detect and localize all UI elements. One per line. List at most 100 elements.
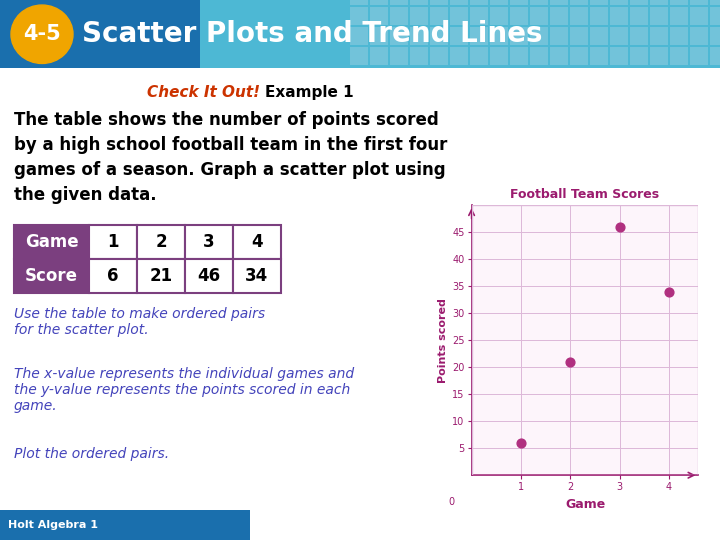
Bar — [710, 48, 720, 65]
Point — [613, 222, 625, 231]
Text: Use the table to make ordered pairs: Use the table to make ordered pairs — [14, 307, 265, 321]
Bar — [590, 0, 608, 5]
Text: 2: 2 — [156, 233, 167, 252]
Text: 6: 6 — [107, 267, 119, 286]
Bar — [450, 27, 468, 45]
Text: 0: 0 — [449, 497, 455, 507]
Bar — [510, 7, 528, 25]
Bar — [450, 0, 468, 5]
Bar — [650, 27, 668, 45]
Text: game.: game. — [14, 400, 58, 413]
Bar — [710, 0, 720, 5]
Ellipse shape — [11, 5, 73, 64]
Bar — [690, 48, 708, 65]
Bar — [550, 48, 568, 65]
Bar — [370, 0, 388, 5]
Bar — [650, 48, 668, 65]
Bar — [350, 7, 368, 25]
Bar — [450, 7, 468, 25]
Text: by a high school football team in the first four: by a high school football team in the fi… — [14, 137, 447, 154]
Bar — [550, 0, 568, 5]
Bar — [430, 7, 448, 25]
Bar — [570, 7, 588, 25]
Bar — [410, 7, 428, 25]
Text: The x-value represents the individual games and: The x-value represents the individual ga… — [14, 367, 354, 381]
Text: the y-value represents the points scored in each: the y-value represents the points scored… — [14, 383, 350, 397]
Bar — [670, 0, 688, 5]
Text: Check It Out!: Check It Out! — [147, 85, 260, 100]
Text: 3: 3 — [203, 233, 215, 252]
Bar — [450, 48, 468, 65]
Bar — [510, 0, 528, 5]
Bar — [410, 27, 428, 45]
Bar — [410, 0, 428, 5]
Bar — [390, 27, 408, 45]
Bar — [530, 48, 548, 65]
Bar — [670, 7, 688, 25]
Bar — [470, 27, 488, 45]
Bar — [650, 7, 668, 25]
Text: the given data.: the given data. — [14, 186, 157, 205]
Text: for the scatter plot.: for the scatter plot. — [14, 323, 148, 338]
Bar — [490, 48, 508, 65]
Bar — [89, 225, 137, 259]
Bar — [690, 0, 708, 5]
Bar — [470, 0, 488, 5]
Bar — [350, 27, 368, 45]
Bar — [390, 48, 408, 65]
Bar — [630, 27, 648, 45]
Bar — [650, 0, 668, 5]
Bar — [0, 510, 250, 540]
Text: Score: Score — [25, 267, 78, 286]
Bar — [370, 48, 388, 65]
Text: 34: 34 — [246, 267, 269, 286]
Bar — [430, 48, 448, 65]
Bar — [710, 7, 720, 25]
Bar — [89, 259, 137, 293]
Bar — [670, 27, 688, 45]
Bar — [670, 48, 688, 65]
Bar — [590, 7, 608, 25]
Bar — [233, 259, 281, 293]
Text: 46: 46 — [197, 267, 220, 286]
Bar — [390, 7, 408, 25]
Bar — [14, 259, 89, 293]
Bar — [530, 7, 548, 25]
Point — [564, 357, 576, 366]
Bar — [610, 0, 628, 5]
Bar — [470, 7, 488, 25]
Bar — [690, 27, 708, 45]
Text: Scatter Plots and Trend Lines: Scatter Plots and Trend Lines — [82, 21, 542, 48]
Bar — [350, 0, 368, 5]
Text: Holt Algebra 1: Holt Algebra 1 — [8, 520, 98, 530]
Y-axis label: Points scored: Points scored — [438, 298, 448, 383]
Text: Plot the ordered pairs.: Plot the ordered pairs. — [14, 447, 169, 461]
Bar — [570, 48, 588, 65]
Bar — [490, 7, 508, 25]
Bar — [630, 7, 648, 25]
Point — [515, 438, 526, 447]
Text: Example 1: Example 1 — [265, 85, 354, 100]
Bar — [14, 225, 89, 259]
Bar — [610, 27, 628, 45]
Bar — [430, 0, 448, 5]
Bar — [570, 27, 588, 45]
Bar — [470, 48, 488, 65]
Bar — [185, 225, 233, 259]
Bar — [630, 48, 648, 65]
Text: Game: Game — [24, 233, 78, 252]
Bar — [233, 225, 281, 259]
Bar — [570, 0, 588, 5]
Bar — [490, 27, 508, 45]
Bar — [390, 0, 408, 5]
Bar — [350, 48, 368, 65]
Bar — [137, 259, 185, 293]
Bar — [430, 27, 448, 45]
Text: 21: 21 — [150, 267, 173, 286]
Bar — [0, 0, 200, 68]
Bar — [710, 27, 720, 45]
Bar — [185, 259, 233, 293]
Bar — [590, 48, 608, 65]
Bar — [510, 48, 528, 65]
X-axis label: Game: Game — [565, 498, 605, 511]
